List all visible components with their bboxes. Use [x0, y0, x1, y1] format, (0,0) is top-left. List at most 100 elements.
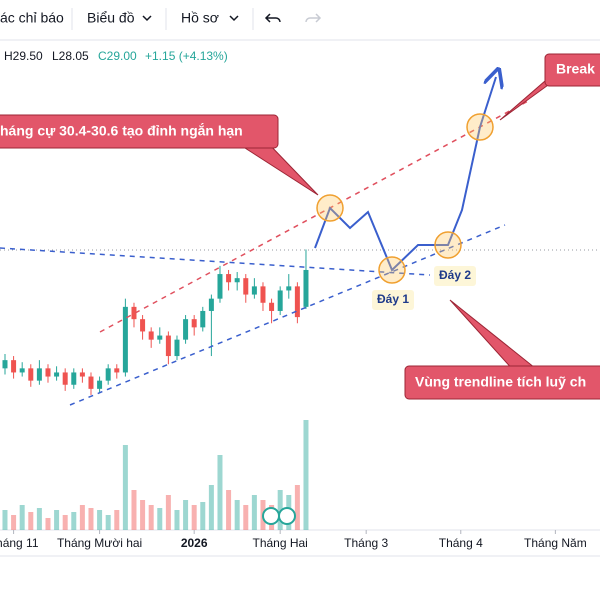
bottom-1-label: Đáy 1: [377, 292, 409, 306]
callout: [544, 53, 600, 87]
candle-body: [11, 360, 17, 373]
x-tick-label: Tháng 11: [0, 536, 39, 550]
redo-button[interactable]: [305, 13, 322, 23]
plot: [2, 249, 309, 530]
ohlc-low: L28.05: [52, 49, 89, 63]
highlight-circle: [466, 113, 494, 141]
candle-body: [200, 310, 206, 328]
chevron: [142, 15, 152, 22]
candle-body: [148, 331, 154, 340]
volume-bar: [174, 510, 180, 530]
candle-body: [191, 319, 197, 328]
candle-body: [286, 286, 292, 291]
candle-body: [303, 269, 309, 307]
candle-body: [217, 274, 223, 299]
volume-bar: [131, 490, 137, 530]
x-tick-label: Tháng 3: [344, 536, 388, 550]
highlight-circle: [316, 194, 344, 222]
candle-body: [269, 302, 275, 311]
volume-bar: [19, 505, 25, 530]
candle-body: [183, 319, 189, 340]
trendline-callout: Vùng trendline tích luỹ ch: [415, 374, 586, 390]
candle-body: [260, 286, 266, 303]
candle-body: [19, 368, 25, 373]
breakout-callout: Break: [556, 61, 595, 77]
candle-body: [122, 306, 128, 373]
highlight-circle: [434, 231, 462, 259]
volume-bar: [36, 508, 42, 530]
label-bg: [434, 266, 476, 286]
volume-bar: [226, 490, 232, 530]
highlight-circle: [378, 256, 406, 284]
label-bg: [372, 290, 414, 310]
volume-bar: [71, 512, 77, 530]
volume-bar: [243, 505, 249, 530]
volume-bar: [200, 502, 206, 530]
candle-body: [140, 319, 146, 332]
volume-bar: [45, 518, 51, 530]
volume-bar: [79, 505, 85, 530]
lower-channel: [69, 224, 506, 406]
candle-body: [208, 298, 214, 311]
volume-bar: [157, 508, 163, 530]
volume-bar: [277, 490, 283, 530]
candle-body: [62, 372, 68, 385]
candle-body: [2, 360, 8, 369]
descending-trendline: [0, 247, 431, 276]
volume-bar: [11, 515, 17, 530]
chart-menu[interactable]: Biểu đồ: [87, 10, 135, 26]
event-icon[interactable]: [262, 507, 280, 525]
ohlc-high: H29.50: [4, 49, 43, 63]
chevron: [229, 15, 239, 22]
undo-button[interactable]: [264, 13, 281, 23]
x-tick-label: Tháng 4: [439, 536, 483, 550]
volume-bar: [191, 505, 197, 530]
volume-bar: [122, 445, 128, 530]
volume-bar: [105, 515, 111, 530]
x-tick-label: 2026: [181, 536, 208, 550]
volume-bar: [294, 485, 300, 530]
volume-bar: [62, 515, 68, 530]
candle-body: [234, 278, 240, 283]
ohlc-close: C29.00: [98, 49, 137, 63]
event-icon[interactable]: [278, 507, 296, 525]
candle-body: [71, 372, 77, 385]
volume-bar: [183, 500, 189, 530]
volume-bar: [148, 505, 154, 530]
candle-body: [105, 368, 111, 381]
profile-menu[interactable]: Hồ sơ: [181, 10, 219, 26]
candle-body: [174, 339, 180, 357]
volume-bar: [114, 510, 120, 530]
volume-bar: [2, 510, 8, 530]
volume-bar: [251, 495, 257, 530]
volume-bar: [217, 455, 223, 530]
callout-pointer: [449, 299, 542, 373]
resistance-callout: háng cự 30.4-30.6 tạo đỉnh ngắn hạn: [0, 122, 243, 139]
indicators-button[interactable]: ác chỉ báo: [0, 10, 64, 26]
candle-body: [243, 278, 249, 295]
upper-channel: [99, 99, 531, 333]
candle-body: [45, 368, 51, 377]
candle-body: [88, 376, 94, 389]
candle-body: [36, 368, 42, 381]
volume-bar: [28, 512, 34, 530]
candle-body: [226, 274, 232, 283]
callout: [0, 114, 279, 149]
candle-body: [131, 306, 137, 320]
projection-path: [314, 77, 496, 272]
volume-bar: [97, 510, 103, 530]
volume-bar: [234, 500, 240, 530]
bottom-2-label: Đáy 2: [439, 268, 471, 282]
candle-body: [28, 368, 34, 381]
candle-body: [251, 286, 257, 295]
x-tick-label: Tháng Hai: [252, 536, 307, 550]
ohlc-change: +1.15 (+4.13%): [145, 49, 228, 63]
candle-body: [97, 380, 103, 389]
volume-bar: [208, 485, 214, 530]
callout: [404, 365, 600, 400]
volume-bar: [88, 508, 94, 530]
candle-body: [114, 368, 120, 373]
candle-body: [54, 372, 60, 377]
